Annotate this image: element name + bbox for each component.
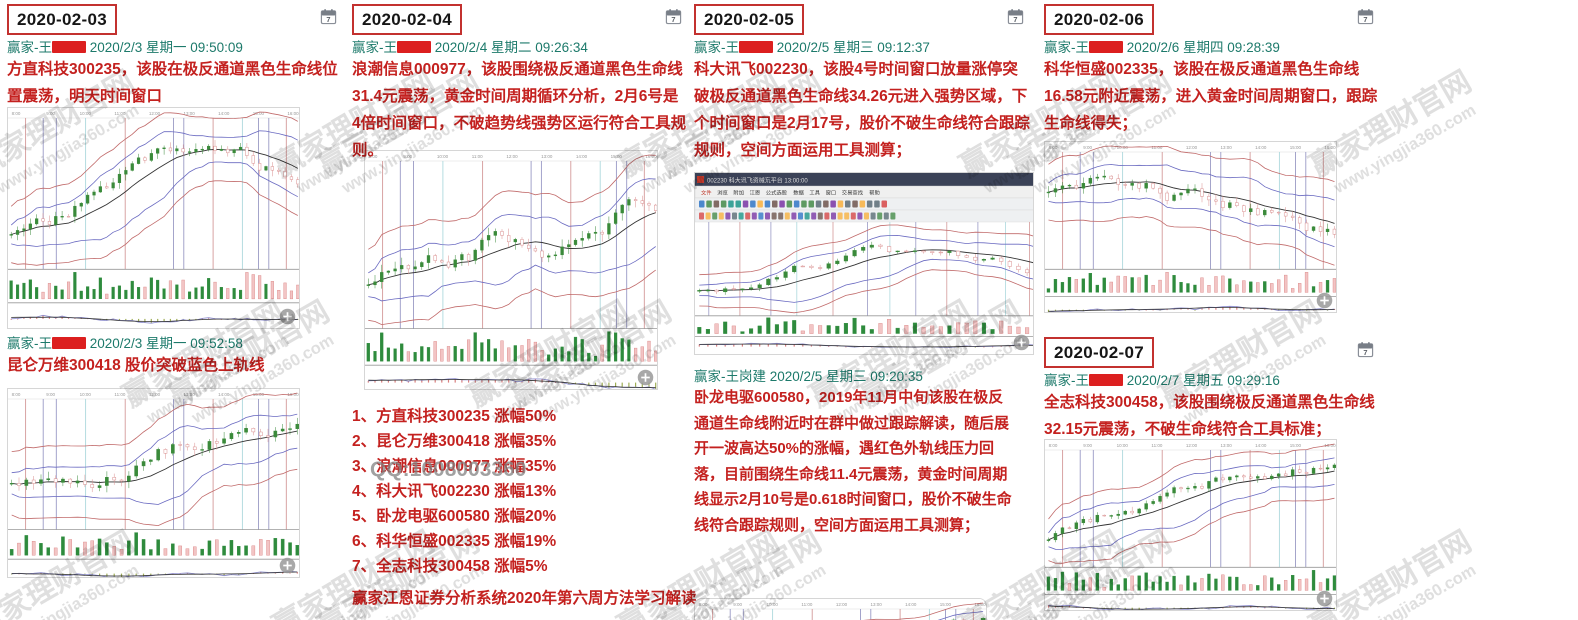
svg-text:11:00: 11:00	[114, 111, 125, 116]
svg-text:14:00: 14:00	[1255, 443, 1267, 448]
svg-text:10:00: 10:00	[80, 392, 92, 397]
svg-text:13:00: 13:00	[1220, 145, 1232, 150]
svg-text:8:00: 8:00	[1049, 443, 1058, 448]
svg-text:附加: 附加	[733, 189, 744, 197]
svg-text:公式选股: 公式选股	[766, 189, 788, 197]
svg-text:16:00: 16:00	[287, 111, 299, 116]
svg-text:9:00: 9:00	[46, 111, 55, 116]
svg-text:文件: 文件	[701, 189, 712, 197]
svg-text:数据: 数据	[793, 189, 804, 197]
svg-text:002230 科大讯飞资械巟平台 13:00:00: 002230 科大讯飞资械巟平台 13:00:00	[707, 177, 808, 185]
svg-text:15:00: 15:00	[1290, 145, 1302, 150]
svg-text:11:00: 11:00	[114, 392, 125, 397]
svg-text:9:00: 9:00	[733, 602, 742, 607]
svg-text:8:00: 8:00	[12, 111, 21, 116]
svg-text:14:00: 14:00	[1255, 145, 1267, 150]
svg-text:7: 7	[671, 15, 675, 24]
svg-text:11:00: 11:00	[801, 602, 812, 607]
svg-text:15:00: 15:00	[940, 602, 952, 607]
svg-text:9:00: 9:00	[1083, 443, 1092, 448]
svg-text:13:00: 13:00	[1220, 443, 1232, 448]
svg-text:7: 7	[1363, 15, 1367, 24]
svg-text:8:00: 8:00	[12, 392, 21, 397]
svg-text:帮助: 帮助	[869, 189, 880, 197]
svg-text:13:00: 13:00	[870, 602, 882, 607]
svg-text:工具: 工具	[809, 190, 820, 197]
svg-text:16:00: 16:00	[1324, 145, 1336, 150]
svg-text:浏览: 浏览	[717, 189, 728, 197]
svg-text:11:00: 11:00	[1151, 145, 1162, 150]
svg-text:12:00: 12:00	[836, 602, 848, 607]
svg-text:14:00: 14:00	[905, 602, 917, 607]
svg-text:11:00: 11:00	[1151, 443, 1162, 448]
svg-text:12:00: 12:00	[149, 392, 161, 397]
svg-text:7: 7	[1013, 15, 1017, 24]
svg-text:8:00: 8:00	[699, 602, 708, 607]
svg-text:14:00: 14:00	[218, 111, 230, 116]
svg-text:7: 7	[326, 15, 330, 24]
svg-text:江恩: 江恩	[750, 190, 761, 197]
svg-text:13:00: 13:00	[183, 392, 195, 397]
svg-text:10:00: 10:00	[1117, 443, 1129, 448]
svg-text:8:00: 8:00	[1049, 145, 1058, 150]
svg-text:14:00: 14:00	[218, 392, 230, 397]
svg-text:10:00: 10:00	[767, 602, 779, 607]
svg-text:7: 7	[1363, 348, 1367, 357]
svg-text:12:00: 12:00	[1186, 443, 1198, 448]
svg-text:16:00: 16:00	[974, 602, 986, 607]
svg-text:9:00: 9:00	[1083, 145, 1092, 150]
svg-text:12:00: 12:00	[1186, 145, 1198, 150]
svg-text:15:00: 15:00	[1290, 443, 1302, 448]
svg-text:交易查找: 交易查找	[842, 189, 864, 197]
svg-text:窗口: 窗口	[826, 189, 837, 197]
svg-text:9:00: 9:00	[46, 392, 55, 397]
svg-text:12:00: 12:00	[149, 111, 161, 116]
svg-text:10:00: 10:00	[80, 111, 92, 116]
